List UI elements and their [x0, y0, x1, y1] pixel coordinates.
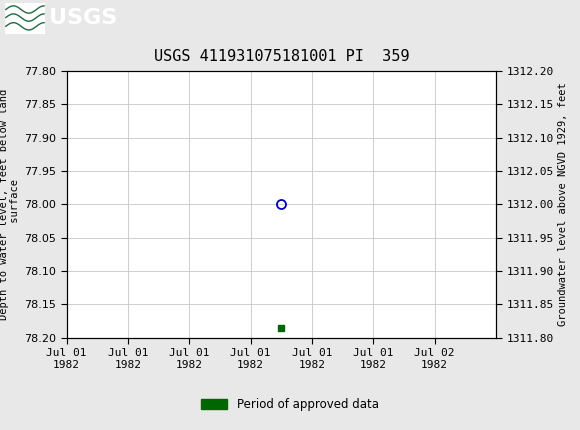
Y-axis label: Depth to water level, feet below land
 surface: Depth to water level, feet below land su…	[0, 89, 20, 320]
Title: USGS 411931075181001 PI  359: USGS 411931075181001 PI 359	[154, 49, 409, 64]
Legend: Period of approved data: Period of approved data	[197, 393, 383, 415]
Text: USGS: USGS	[49, 8, 118, 28]
Y-axis label: Groundwater level above NGVD 1929, feet: Groundwater level above NGVD 1929, feet	[558, 83, 568, 326]
Bar	[5, 3, 45, 34]
